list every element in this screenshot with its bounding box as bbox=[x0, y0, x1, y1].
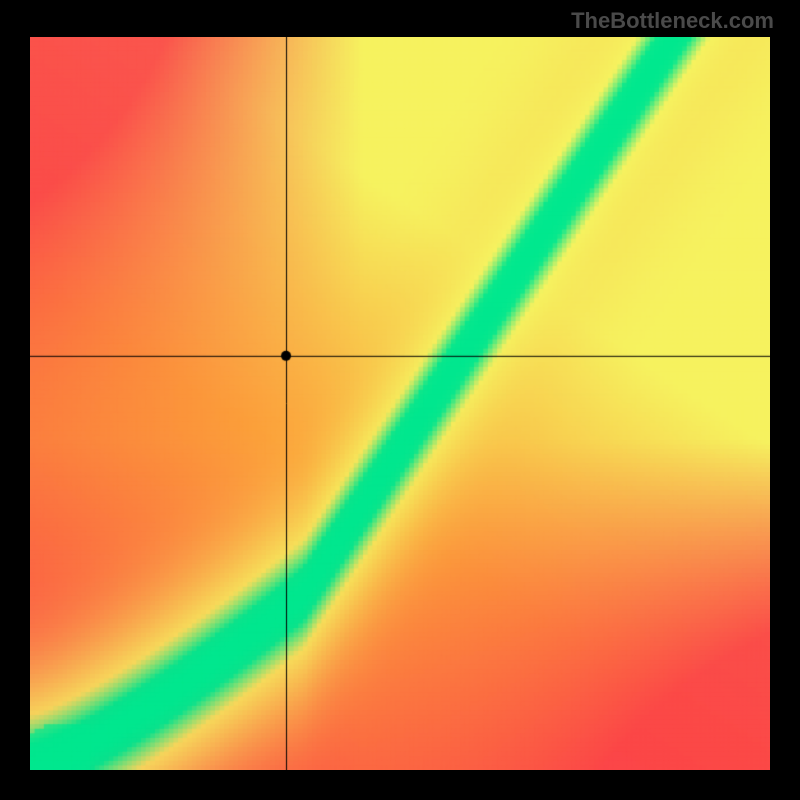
bottleneck-heatmap bbox=[30, 37, 770, 770]
watermark-text: TheBottleneck.com bbox=[571, 8, 774, 34]
chart-container: { "watermark": { "text": "TheBottleneck.… bbox=[0, 0, 800, 800]
